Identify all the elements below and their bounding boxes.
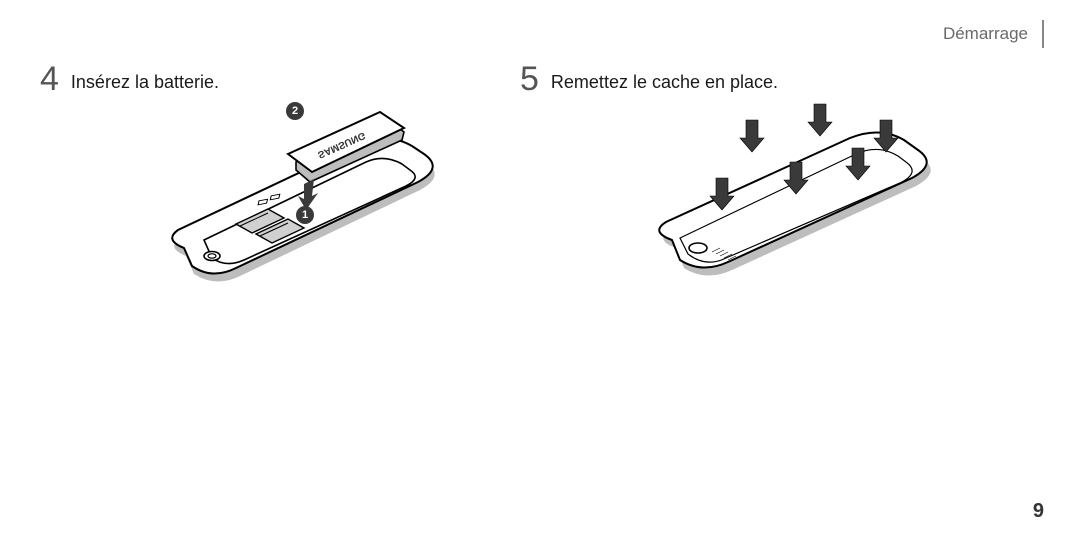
- callout-2: 2: [286, 102, 304, 120]
- step-number: 5: [520, 62, 539, 96]
- step-5: 5 Remettez le cache en place.: [520, 62, 778, 96]
- illustration-insert-battery: SAMSUNG 2 1: [156, 96, 446, 296]
- header-rule: [1042, 20, 1044, 48]
- section-label: Démarrage: [943, 24, 1028, 44]
- callout-1: 1: [296, 206, 314, 224]
- step-number: 4: [40, 62, 59, 96]
- step-text: Insérez la batterie.: [71, 72, 219, 93]
- page-number: 9: [1033, 500, 1044, 523]
- step-text: Remettez le cache en place.: [551, 72, 778, 93]
- illustration-replace-cover: [640, 92, 940, 292]
- section-header: Démarrage: [943, 20, 1044, 48]
- step-4: 4 Insérez la batterie.: [40, 62, 219, 96]
